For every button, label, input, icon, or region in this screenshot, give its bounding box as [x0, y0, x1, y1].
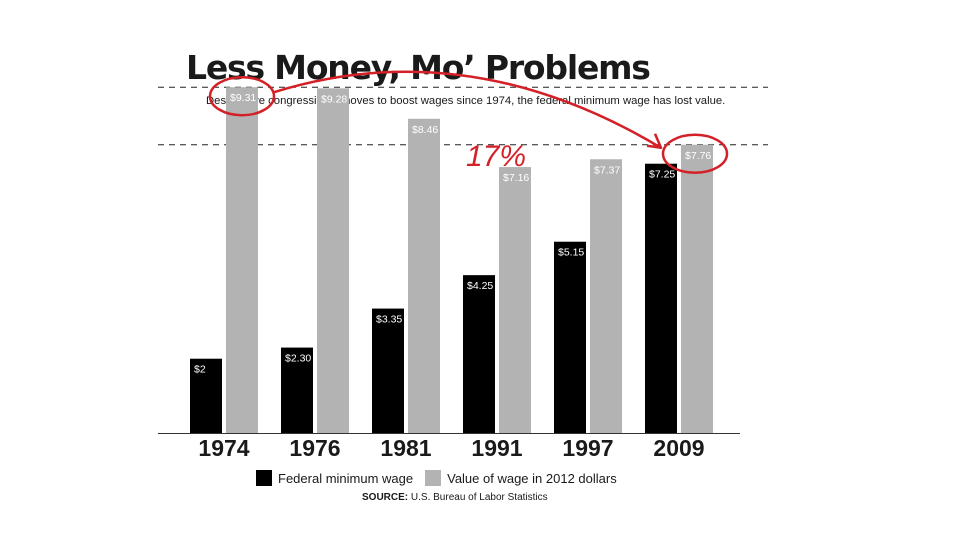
x-tick-label-1974: 1974 — [198, 435, 249, 461]
value-labels: $2 $9.31 $2.30 $9.28 $3.35 $8.46 $4.25 $7.16 $5.… — [194, 92, 711, 376]
source-label: SOURCE: — [362, 492, 409, 503]
highlight-circle-1974 — [208, 75, 276, 117]
bar-minimum-wage-1991 — [463, 275, 495, 433]
data-label-value-2012-1981: $8.46 — [412, 124, 438, 136]
legend-item-2012-dollars: Value of wage in 2012 dollars — [425, 470, 617, 486]
data-label-value-2012-1997: $7.37 — [594, 164, 620, 176]
x-axis: 1974 1976 1981 1991 1997 2009 — [158, 433, 740, 461]
legend-label-2012-dollars: Value of wage in 2012 dollars — [447, 470, 617, 486]
annotation: 17% — [208, 70, 729, 175]
bar-minimum-wage-1997 — [554, 241, 586, 433]
data-label-minimum-wage-1981: $3.35 — [376, 314, 402, 326]
data-label-value-2012-1991: $7.16 — [503, 172, 529, 184]
data-label-value-2012-1974: $9.31 — [230, 92, 256, 104]
data-label-minimum-wage-1974: $2 — [194, 364, 206, 376]
highlight-circle-2009 — [661, 133, 729, 175]
bars — [190, 87, 713, 434]
source-note: SOURCE: U.S. Bureau of Labor Statistics — [362, 492, 548, 503]
bar-value-2012-2009 — [681, 144, 713, 433]
x-tick-label-2009: 2009 — [653, 435, 704, 461]
bar-minimum-wage-1981 — [372, 308, 404, 433]
bar-value-2012-1997 — [590, 159, 622, 433]
data-label-minimum-wage-1976: $2.30 — [285, 353, 311, 365]
bar-value-2012-1974 — [226, 87, 258, 433]
source-text: U.S. Bureau of Labor Statistics — [410, 492, 548, 503]
data-label-value-2012-2009: $7.76 — [685, 150, 711, 162]
bar-value-2012-1981 — [408, 118, 440, 434]
chart-title: Less Money, Mo’ Problems — [186, 48, 651, 87]
legend-label-minimum-wage: Federal minimum wage — [278, 470, 414, 486]
bar-minimum-wage-1974 — [190, 358, 222, 433]
x-tick-label-1981: 1981 — [380, 435, 431, 461]
data-label-minimum-wage-2009: $7.25 — [649, 169, 675, 181]
bar-minimum-wage-2009 — [645, 163, 677, 433]
data-label-minimum-wage-1991: $4.25 — [467, 280, 493, 292]
bar-value-2012-1976 — [317, 88, 349, 434]
annotation-arrowhead — [646, 133, 663, 150]
data-label-value-2012-1976: $9.28 — [321, 93, 347, 105]
legend-swatch-minimum-wage — [256, 470, 272, 486]
data-label-minimum-wage-1997: $5.15 — [558, 247, 584, 259]
x-tick-label-1997: 1997 — [562, 435, 613, 461]
x-tick-label-1976: 1976 — [289, 435, 340, 461]
annotation-arrow — [273, 70, 662, 149]
x-tick-label-1991: 1991 — [471, 435, 522, 461]
legend-swatch-2012-dollars — [425, 470, 442, 486]
bar-value-2012-1991 — [499, 167, 531, 434]
legend: Federal minimum wage Value of wage in 20… — [256, 470, 629, 486]
legend-item-minimum-wage: Federal minimum wage — [256, 470, 413, 486]
bar-minimum-wage-1976 — [281, 347, 313, 433]
annotation-label: 17% — [466, 140, 526, 173]
